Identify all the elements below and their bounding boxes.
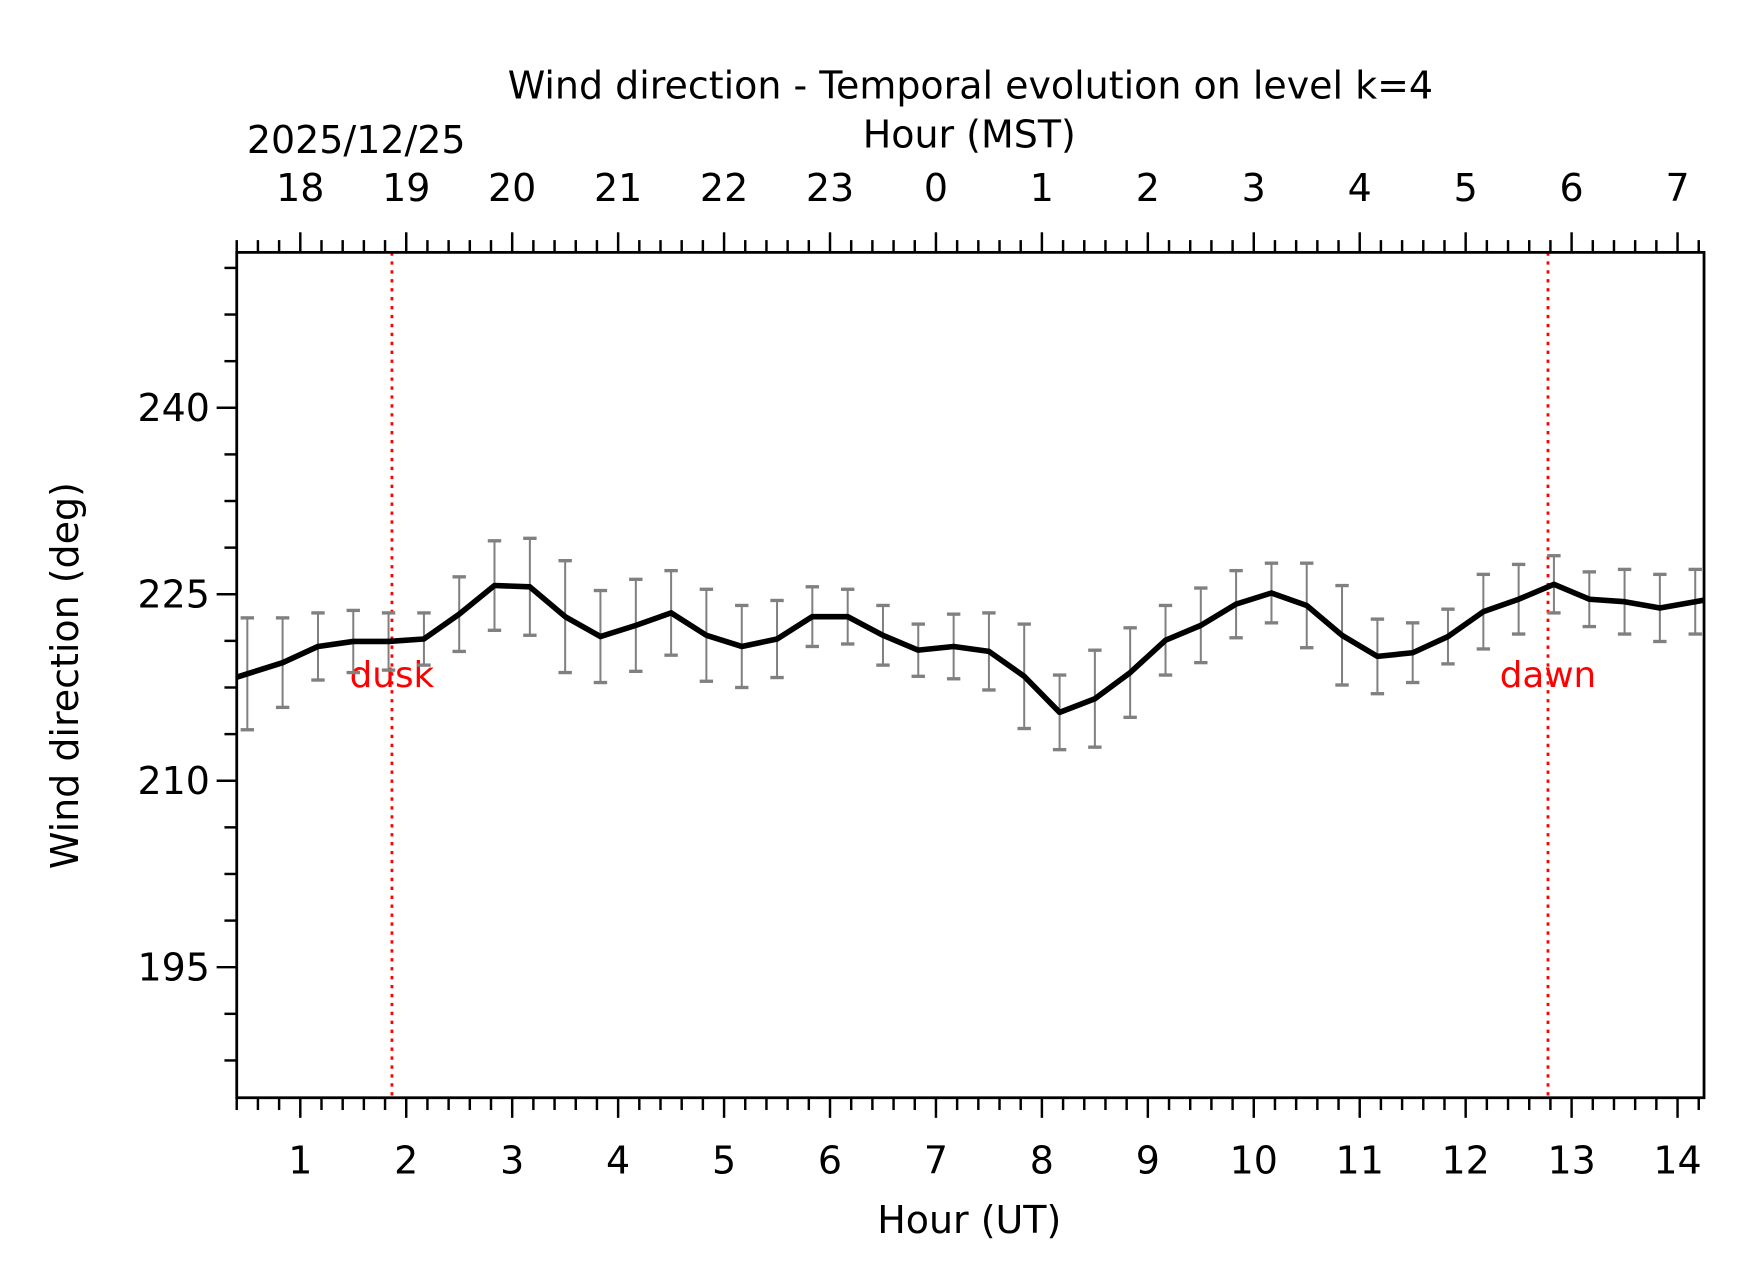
top-axis-label: Hour (MST): [863, 112, 1076, 156]
y-tick-label: 240: [137, 386, 209, 430]
error-bars: [240, 536, 1702, 752]
top-tick-label: 5: [1454, 166, 1478, 210]
y-tick-label: 210: [137, 759, 209, 803]
y-axis-label: Wind direction (deg): [43, 482, 87, 869]
event-lines: dusk dawn: [350, 252, 1596, 1098]
x-tick-label: 9: [1136, 1139, 1160, 1183]
plot-frame: [235, 250, 1706, 1100]
top-tick-label: 3: [1242, 166, 1266, 210]
top-tick-label: 4: [1348, 166, 1372, 210]
chart-title: Wind direction - Temporal evolution on l…: [508, 63, 1433, 107]
event-label-dawn: dawn: [1500, 655, 1596, 696]
top-tick-label: 19: [382, 166, 430, 210]
x-tick-label: 2: [394, 1139, 418, 1183]
x-tick-label: 4: [606, 1139, 630, 1183]
top-tick-label: 22: [700, 166, 748, 210]
top-tick-label: 7: [1665, 166, 1689, 210]
series-line: [235, 581, 1705, 716]
x-tick-label: 12: [1442, 1139, 1490, 1183]
x-tick-label: 8: [1030, 1139, 1054, 1183]
event-label-dusk: dusk: [350, 655, 435, 696]
x-tick-label: 1: [288, 1139, 312, 1183]
top-tick-label: 20: [488, 166, 536, 210]
date-label: 2025/12/25: [247, 118, 466, 162]
axis-ticks: [216, 232, 1700, 1118]
y-tick-label: 225: [137, 573, 209, 617]
x-tick-label: 7: [924, 1139, 948, 1183]
y-tick-label: 195: [137, 946, 209, 990]
x-tick-label: 14: [1653, 1139, 1701, 1183]
x-tick-label: 13: [1547, 1139, 1595, 1183]
x-tick-label: 10: [1230, 1139, 1278, 1183]
x-axis-label: Hour (UT): [877, 1198, 1061, 1242]
x-tick-label: 5: [712, 1139, 736, 1183]
top-tick-label: 2: [1136, 166, 1160, 210]
top-tick-label: 0: [924, 166, 948, 210]
x-tick-label: 3: [500, 1139, 524, 1183]
top-tick-label: 21: [594, 166, 642, 210]
top-tick-label: 23: [806, 166, 854, 210]
x-tick-label: 11: [1336, 1139, 1384, 1183]
top-tick-label: 6: [1560, 166, 1584, 210]
top-tick-label: 1: [1030, 166, 1054, 210]
tick-labels: 1182193204215226237081921031141251361471…: [137, 166, 1701, 1183]
top-tick-label: 18: [276, 166, 324, 210]
x-tick-label: 6: [818, 1139, 842, 1183]
